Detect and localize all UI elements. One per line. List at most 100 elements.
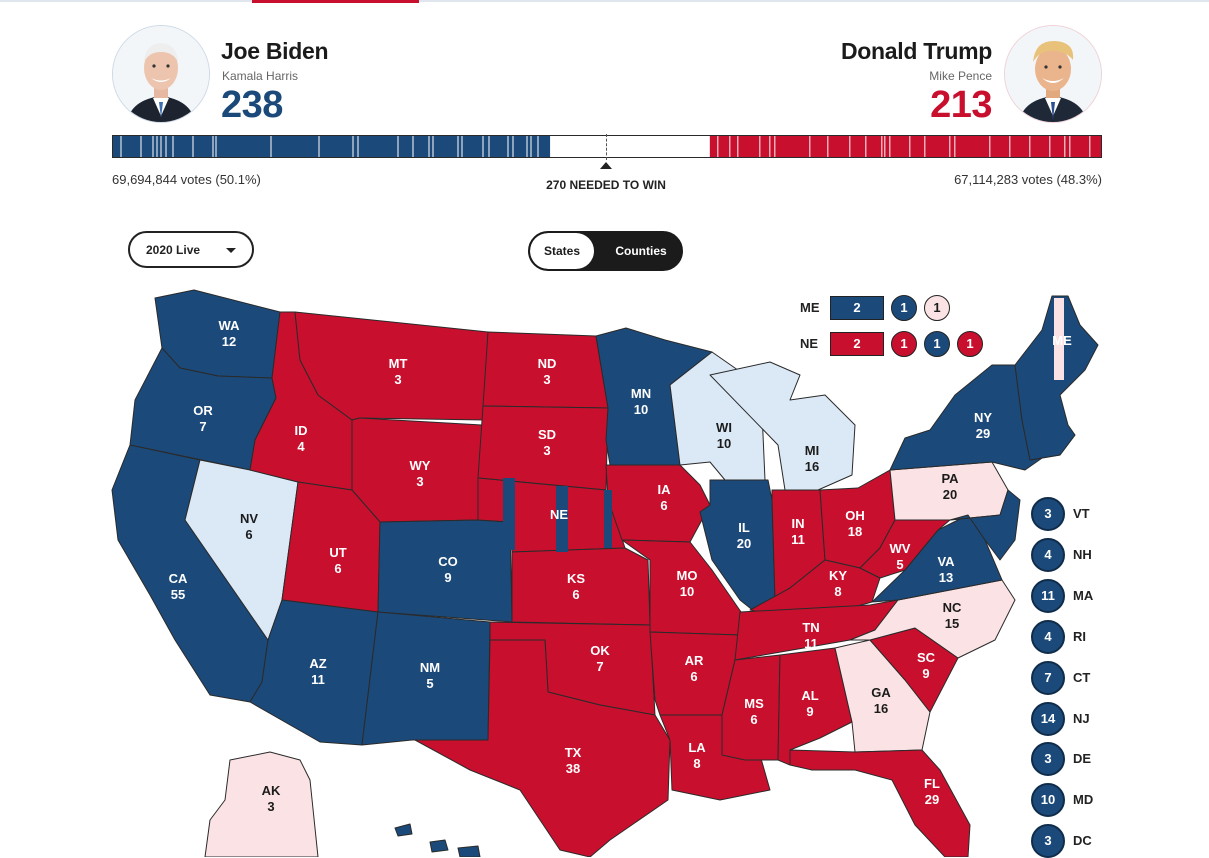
- state-FL[interactable]: [789, 749, 971, 857]
- small-state-ev: 3: [1031, 497, 1065, 531]
- small-state-code: NJ: [1073, 710, 1090, 726]
- split-statewide-ev[interactable]: 2: [830, 332, 884, 356]
- split-district-ev[interactable]: 1: [891, 331, 917, 357]
- state-ev-label-MO: 10: [680, 584, 694, 599]
- state-ev-label-WY: 3: [416, 474, 423, 489]
- small-state-code: DE: [1073, 751, 1092, 767]
- view-toggle[interactable]: States Counties: [528, 231, 683, 271]
- small-state-ev: 4: [1031, 537, 1065, 572]
- state-KS[interactable]: [511, 547, 651, 626]
- trump-popular-votes: 67,114,283 votes (48.3%): [954, 172, 1102, 187]
- maine-district-stripe: [1054, 298, 1064, 380]
- state-code-label-MO: MO: [677, 568, 698, 583]
- state-code-label-UT: UT: [329, 545, 346, 560]
- state-ev-label-NC: 15: [945, 616, 959, 631]
- state-code-label-WV: WV: [890, 541, 911, 556]
- small-state-code: MA: [1073, 587, 1094, 603]
- state-HI[interactable]: [394, 823, 481, 857]
- state-code-label-AR: AR: [685, 653, 704, 668]
- state-code-label-OK: OK: [590, 643, 610, 658]
- state-ev-label-MI: 16: [805, 459, 819, 474]
- state-ev-label-IA: 6: [660, 498, 667, 513]
- active-tab-indicator: [252, 0, 419, 3]
- biden-portrait-icon: [113, 26, 209, 122]
- electoral-bar-segments: [113, 136, 1101, 157]
- state-ev-label-UT: 6: [334, 561, 341, 576]
- state-ev-label-ID: 4: [297, 439, 305, 454]
- state-ev-label-OK: 7: [596, 659, 603, 674]
- state-AK[interactable]: [204, 751, 319, 857]
- state-ev-label-PA: 20: [943, 487, 957, 502]
- state-code-label-MN: MN: [631, 386, 651, 401]
- state-CO[interactable]: [377, 519, 513, 623]
- toggle-states[interactable]: States: [530, 233, 594, 269]
- state-code-label-SD: SD: [538, 427, 556, 442]
- state-ev-label-OR: 7: [199, 419, 206, 434]
- state-code-label-NY: NY: [974, 410, 992, 425]
- state-ev-label-AZ: 11: [311, 672, 325, 687]
- state-code-label-NM: NM: [420, 660, 440, 675]
- state-code-label-FL: FL: [924, 776, 940, 791]
- state-code-label-NC: NC: [943, 600, 962, 615]
- me-district-stripe: [1054, 298, 1064, 380]
- state-code-label-ND: ND: [538, 356, 557, 371]
- state-NC[interactable]: [849, 579, 1016, 659]
- state-ev-label-AL: 9: [806, 704, 813, 719]
- toggle-counties[interactable]: Counties: [615, 244, 667, 258]
- state-ev-label-TX: 38: [566, 761, 580, 776]
- state-code-label-MS: MS: [744, 696, 764, 711]
- biden-popular-votes: 69,694,844 votes (50.1%): [112, 172, 261, 187]
- state-ev-label-VA: 13: [939, 570, 953, 585]
- needed-to-win-label: 270 NEEDED TO WIN: [546, 178, 666, 192]
- state-code-label-WI: WI: [716, 420, 732, 435]
- split-state-code: NE: [800, 336, 819, 351]
- state-code-label-SC: SC: [917, 650, 936, 665]
- state-code-label-ME: ME: [1052, 333, 1072, 348]
- state-code-label-VA: VA: [937, 554, 955, 569]
- state-IA[interactable]: [605, 464, 711, 543]
- state-ev-label-WV: 5: [896, 557, 903, 572]
- state-code-label-NE: NE: [550, 507, 568, 522]
- year-select[interactable]: 2020 Live: [128, 231, 254, 268]
- state-code-label-OH: OH: [845, 508, 865, 523]
- ne-district-stripe: [556, 486, 568, 552]
- split-statewide-ev[interactable]: 2: [830, 296, 884, 320]
- state-code-label-TN: TN: [802, 620, 819, 635]
- split-district-ev[interactable]: 1: [957, 331, 983, 357]
- state-ev-label-IN: 11: [791, 532, 805, 547]
- state-MI[interactable]: [709, 361, 856, 491]
- state-ev-label-SD: 3: [543, 443, 550, 458]
- small-state-code: DC: [1073, 833, 1092, 849]
- state-ev-label-OH: 18: [848, 524, 862, 539]
- trump-bar-segment: [709, 136, 1101, 157]
- state-code-label-IA: IA: [658, 482, 672, 497]
- state-ev-label-FL: 29: [925, 792, 939, 807]
- state-code-label-AL: AL: [801, 688, 818, 703]
- state-code-label-WY: WY: [410, 458, 431, 473]
- small-state-ev: 14: [1031, 701, 1065, 736]
- split-district-ev[interactable]: 1: [924, 295, 950, 321]
- split-district-ev[interactable]: 1: [924, 331, 950, 357]
- state-ev-label-SC: 9: [922, 666, 929, 681]
- state-mid-atlantic[interactable]: [949, 489, 1021, 561]
- split-district-ev[interactable]: 1: [891, 295, 917, 321]
- state-code-label-ID: ID: [295, 423, 308, 438]
- state-IL[interactable]: [699, 479, 776, 613]
- small-state-code: MD: [1073, 792, 1094, 808]
- state-code-label-MI: MI: [805, 443, 819, 458]
- state-ev-label-AK: 3: [267, 799, 274, 814]
- trump-name: Donald Trump: [840, 38, 992, 64]
- chevron-down-icon: [226, 248, 236, 253]
- ne-district-stripe: [604, 490, 612, 548]
- state-ev-label-NM: 5: [426, 676, 433, 691]
- split-state-code: ME: [800, 300, 820, 315]
- state-ev-label-KY: 8: [834, 584, 841, 599]
- top-border: [0, 0, 1209, 2]
- state-code-label-IN: IN: [792, 516, 805, 531]
- state-ev-label-TN: 11: [804, 636, 818, 651]
- state-ev-label-LA: 8: [693, 756, 700, 771]
- state-TX[interactable]: [414, 639, 671, 857]
- state-ev-label-WI: 10: [717, 436, 731, 451]
- state-ev-label-IL: 20: [737, 536, 751, 551]
